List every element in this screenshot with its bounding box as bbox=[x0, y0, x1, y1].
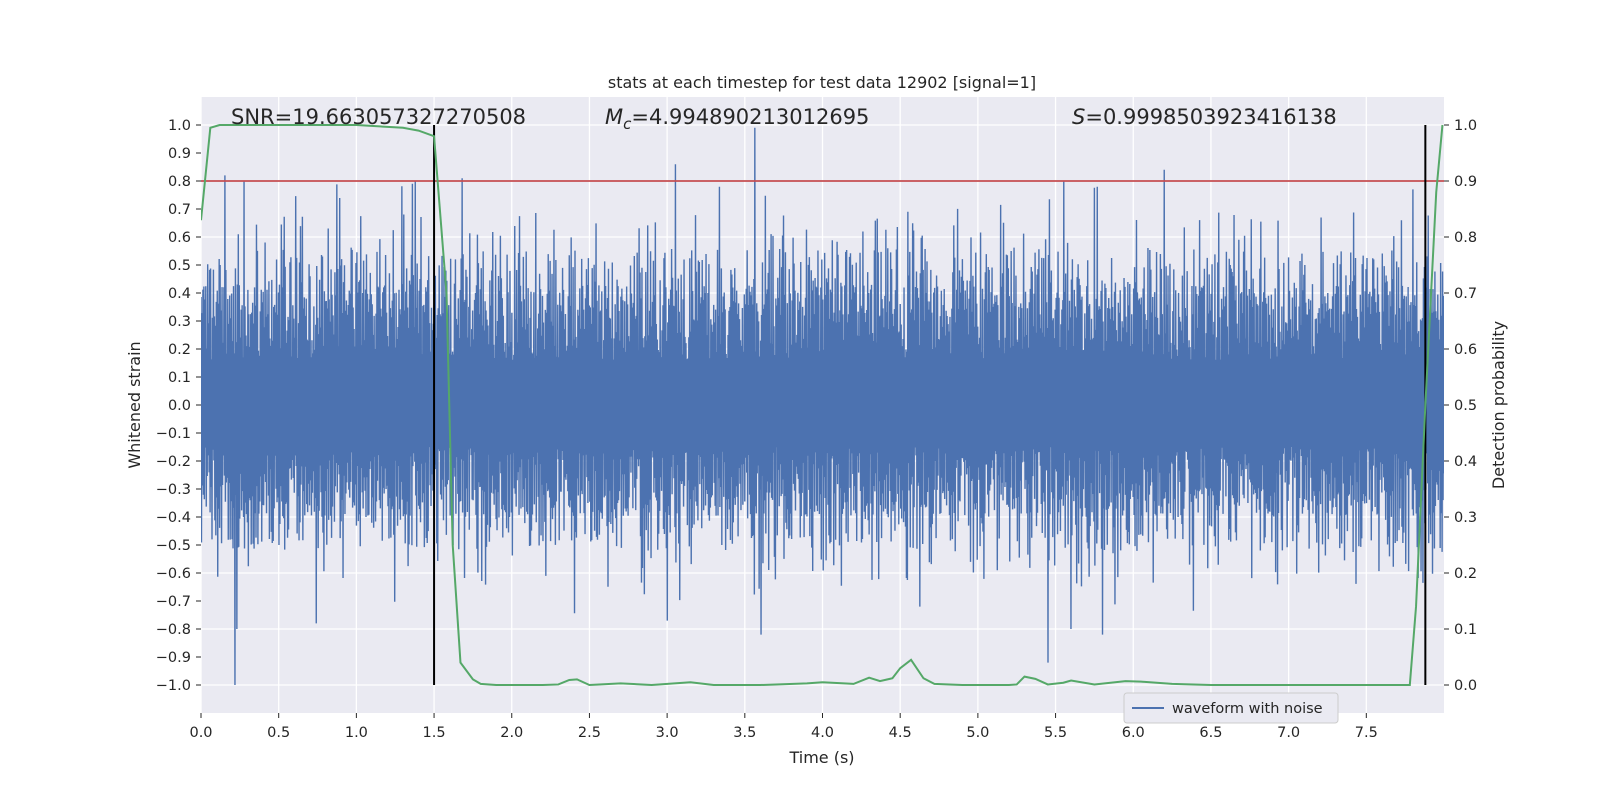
s-symbol: S bbox=[1072, 105, 1085, 129]
y-tick-label: −0.5 bbox=[156, 538, 191, 554]
s-annotation: S=0.9998503923416138 bbox=[1072, 105, 1337, 129]
x-tick-label: 5.0 bbox=[966, 725, 989, 741]
x-tick-label: 7.5 bbox=[1355, 725, 1378, 741]
y-tick-label: −0.1 bbox=[156, 426, 191, 442]
y2-tick-label: 0.8 bbox=[1454, 230, 1477, 246]
chirp-mass-value: =4.994890213012695 bbox=[631, 105, 869, 129]
detection-probability-line bbox=[201, 124, 1444, 687]
y-tick-label: 0.5 bbox=[168, 258, 191, 274]
y-tick-label: −0.4 bbox=[156, 510, 191, 526]
x-tick-labels: 0.0 0.5 1.0 1.5 2.0 2.5 3.0 3.5 4.0 4.5 5.0 5.5 6.0 6… bbox=[189, 713, 1378, 741]
y-tick-label: 0.6 bbox=[168, 230, 191, 246]
x-tick-label: 3.5 bbox=[733, 725, 756, 741]
y2-tick-label: 0.6 bbox=[1454, 342, 1477, 358]
x-tick-label: 4.5 bbox=[889, 725, 912, 741]
y-tick-label: −0.2 bbox=[156, 454, 191, 470]
x-axis-label: Time (s) bbox=[788, 748, 854, 767]
x-tick-label: 1.5 bbox=[423, 725, 446, 741]
x-tick-label: 5.5 bbox=[1044, 725, 1067, 741]
y2-axis-label: Detection probability bbox=[1489, 321, 1508, 489]
y-axis-label: Whitened strain bbox=[125, 341, 144, 468]
x-tick-label: 0.0 bbox=[189, 725, 212, 741]
y-tick-label: −0.3 bbox=[156, 482, 191, 498]
x-tick-label: 7.0 bbox=[1277, 725, 1300, 741]
y2-tick-label: 0.0 bbox=[1454, 678, 1477, 694]
y-tick-label: −0.6 bbox=[156, 566, 191, 582]
legend-box bbox=[1123, 692, 1339, 724]
y-tick-label: −0.7 bbox=[156, 594, 191, 610]
legend: waveform with noise bbox=[1123, 692, 1339, 724]
x-tick-label: 4.0 bbox=[811, 725, 834, 741]
y2-tick-label: 0.9 bbox=[1454, 174, 1477, 190]
chirp-mass-annotation: Mc=4.994890213012695 bbox=[605, 105, 869, 133]
y-tick-label: 0.4 bbox=[168, 286, 191, 302]
y2-tick-label: 0.5 bbox=[1454, 398, 1477, 414]
y2-tick-label: 0.3 bbox=[1454, 510, 1477, 526]
y-tick-label: 0.1 bbox=[168, 370, 191, 386]
chart-title: stats at each timestep for test data 129… bbox=[608, 73, 1036, 92]
chirp-mass-symbol: M bbox=[605, 105, 623, 129]
y2-tick-labels: 1.0 0.9 0.8 0.7 0.6 0.5 0.4 0.3 0.2 0.1 0.0 bbox=[1444, 118, 1477, 694]
y2-tick-label: 0.4 bbox=[1454, 454, 1477, 470]
y-tick-label: 1.0 bbox=[168, 118, 191, 134]
y-tick-label: −0.9 bbox=[156, 650, 191, 666]
x-tick-label: 1.0 bbox=[345, 725, 368, 741]
y2-tick-label: 0.7 bbox=[1454, 286, 1477, 302]
legend-label-waveform: waveform with noise bbox=[1172, 701, 1323, 717]
x-tick-label: 2.0 bbox=[500, 725, 523, 741]
snr-annotation: SNR=19.663057327270508 bbox=[231, 105, 526, 129]
x-tick-label: 2.5 bbox=[578, 725, 601, 741]
y-tick-label: 0.8 bbox=[168, 174, 191, 190]
x-tick-label: 6.5 bbox=[1199, 725, 1222, 741]
y-tick-label: −0.8 bbox=[156, 622, 191, 638]
y-tick-label: 0.3 bbox=[168, 314, 191, 330]
y2-tick-label: 0.1 bbox=[1454, 622, 1477, 638]
waveform-with-noise-line bbox=[201, 127, 1444, 686]
x-tick-label: 3.0 bbox=[656, 725, 679, 741]
y2-tick-label: 0.2 bbox=[1454, 566, 1477, 582]
y-tick-label: 0.0 bbox=[168, 398, 191, 414]
y-tick-label: 0.2 bbox=[168, 342, 191, 358]
x-tick-label: 0.5 bbox=[267, 725, 290, 741]
y-tick-labels: 1.0 0.9 0.8 0.7 0.6 0.5 0.4 0.3 0.2 0.1 0.0 −0.1 −0.… bbox=[156, 118, 201, 694]
chirp-mass-subscript: c bbox=[623, 115, 632, 133]
y-tick-label: 0.9 bbox=[168, 146, 191, 162]
y-tick-label: −1.0 bbox=[156, 678, 191, 694]
y2-tick-label: 1.0 bbox=[1454, 118, 1477, 134]
s-value: =0.9998503923416138 bbox=[1085, 105, 1336, 129]
x-tick-label: 6.0 bbox=[1122, 725, 1145, 741]
y-tick-label: 0.7 bbox=[168, 202, 191, 218]
